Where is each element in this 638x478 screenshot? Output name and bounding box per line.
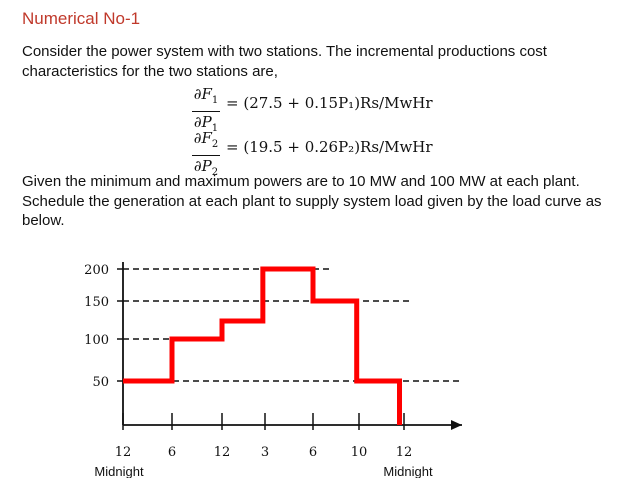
x-tick-label-6: 12 [396, 445, 413, 460]
x-tick-label-2: 12 [214, 445, 231, 460]
load-curve-line [123, 266, 402, 425]
equation-1-denominator: ∂P [193, 113, 212, 131]
problem-paragraph: Given the minimum and maximum powers are… [22, 173, 602, 229]
y-tick-label-150: 150 [84, 295, 109, 310]
y-tick-label-200: 200 [84, 263, 109, 278]
y-tick-label-50: 50 [92, 375, 109, 390]
x-tick-label-4: 6 [309, 445, 317, 460]
equation-1-rhs: = (27.5 + 0.15P₁)Rs/MwHr [226, 94, 433, 112]
equation-1-fraction: ∂F1 ∂P1 [192, 85, 220, 134]
equation-1-numerator: ∂F [193, 85, 212, 103]
slide-title: Numerical No-1 [22, 9, 141, 28]
y-tick-label-100: 100 [84, 333, 109, 348]
x-tick-label-1: 6 [168, 445, 176, 460]
x-label-midnight-right: Midnight [383, 464, 433, 478]
x-tick-label-5: 10 [351, 445, 368, 460]
x-axis-arrow [451, 420, 462, 430]
equation-2-fraction: ∂F2 ∂P2 [192, 129, 220, 178]
x-label-midnight-left: Midnight [94, 464, 144, 478]
x-tick-label-0: 12 [115, 445, 132, 460]
equation-2-numerator: ∂F [193, 129, 212, 147]
x-tick-label-3: 3 [261, 445, 269, 460]
intro-text: Consider the power system with two stati… [22, 43, 547, 80]
equation-2-denominator: ∂P [193, 157, 212, 175]
equation-2-rhs: = (19.5 + 0.26P₂)Rs/MwHr [226, 138, 433, 156]
